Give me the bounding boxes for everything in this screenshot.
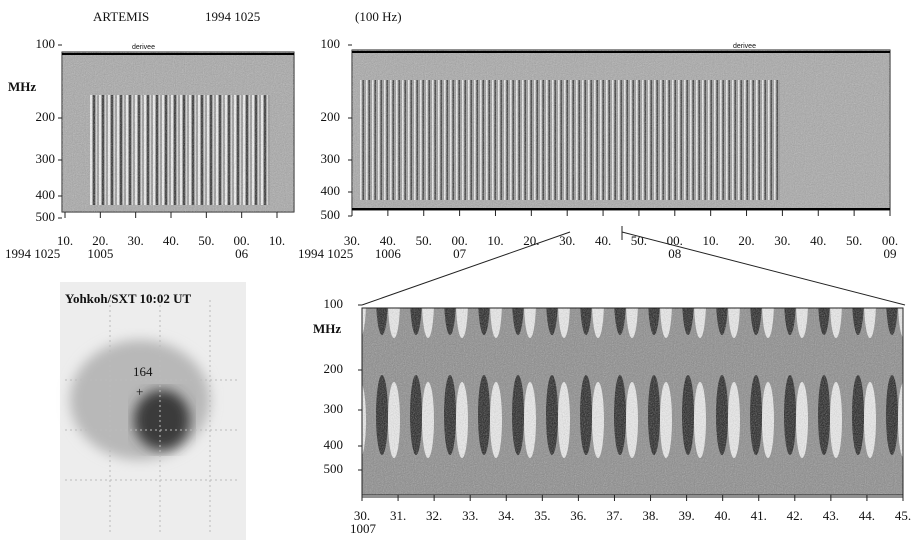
x-tick-label: 33.	[462, 508, 478, 523]
y-tick-label: 400	[321, 183, 341, 198]
x-tick-label: 50.	[846, 233, 862, 248]
x-tick-label: 40.	[163, 233, 179, 248]
spectrogram-frame	[361, 307, 904, 496]
x-tick-label: 38.	[642, 508, 658, 523]
x-tick-label: 34.	[498, 508, 514, 523]
x-tick-label: 36.	[570, 508, 586, 523]
y-tick-label: 200	[321, 109, 341, 124]
x-tick-label: 30.	[774, 233, 790, 248]
x-tick-label: 32.	[426, 508, 442, 523]
x-tick-label: 20.	[738, 233, 754, 248]
y-tick-label: 500	[321, 207, 341, 222]
x-sub-label: 08	[668, 246, 681, 261]
y-tick-label: 100	[324, 296, 344, 311]
y-tick-label: 300	[324, 401, 344, 416]
y-unit: MHz	[313, 321, 341, 336]
marker: +	[136, 384, 143, 399]
x-tick-label: 44.	[859, 508, 875, 523]
x-tick-label: 31.	[390, 508, 406, 523]
x-tick-label: 10.	[269, 233, 285, 248]
xray-glow	[70, 340, 210, 460]
y-tick-label: 500	[324, 461, 344, 476]
x-tick-label: 10.	[57, 233, 73, 248]
x-tick-label: 45.	[895, 508, 911, 523]
x-tick-label: 40.	[595, 233, 611, 248]
spectrogram-noise	[352, 50, 890, 210]
x-tick-label: 35.	[534, 508, 550, 523]
xray-core	[134, 390, 190, 450]
x-tick-label: 20.	[523, 233, 539, 248]
zoom-line	[361, 231, 571, 306]
y-tick-label: 400	[36, 187, 56, 202]
x-tick-label: 39.	[678, 508, 694, 523]
x-sub-label: 1005	[87, 246, 113, 261]
x-tick-label: 30.	[344, 233, 360, 248]
date-label: 1994 1025	[298, 246, 353, 261]
instrument: ARTEMIS	[93, 9, 149, 24]
x-sub-label: 06	[235, 246, 249, 261]
x-tick-label: 00.	[882, 233, 898, 248]
x-sub-label: 07	[453, 246, 467, 261]
y-tick-label: 400	[324, 437, 344, 452]
zoom-line	[621, 231, 906, 306]
x-tick-label: 00.	[451, 233, 467, 248]
y-unit: MHz	[8, 79, 36, 94]
x-tick-label: 00.	[234, 233, 250, 248]
x-sub-label: 1006	[375, 246, 402, 261]
date-label: 1994 1025	[5, 246, 60, 261]
x-tick-label: 37.	[606, 508, 622, 523]
image-title: Yohkoh/SXT 10:02 UT	[65, 291, 192, 306]
y-tick-label: 300	[321, 151, 341, 166]
x-tick-label: 41.	[751, 508, 767, 523]
heliographic-grid	[65, 300, 240, 535]
x-tick-label: 30.	[559, 233, 575, 248]
x-tick-label: 10.	[487, 233, 503, 248]
spectrogram-noise	[62, 52, 294, 212]
x-tick-label: 00.	[667, 233, 683, 248]
y-tick-label: 100	[321, 36, 341, 51]
sampling-rate: (100 Hz)	[355, 9, 402, 24]
x-tick-label: 30.	[354, 508, 370, 523]
x-tick-label: 40.	[380, 233, 396, 248]
x-tick-label: 42.	[787, 508, 803, 523]
x-sub-label: 09	[884, 246, 897, 261]
derivee-label: derivee	[132, 44, 155, 51]
y-tick-label: 300	[36, 151, 56, 166]
date: 1994 1025	[205, 9, 260, 24]
marker-label: 164	[133, 364, 153, 379]
x-tick-label: 50.	[416, 233, 432, 248]
x-tick-label: 50.	[198, 233, 214, 248]
x-tick-label: 30.	[128, 233, 144, 248]
x-tick-label: 40.	[810, 233, 826, 248]
y-tick-label: 500	[36, 209, 56, 224]
derivee-label: derivee	[733, 43, 756, 50]
y-tick-label: 100	[36, 36, 56, 51]
y-tick-label: 200	[36, 109, 56, 124]
spectrogram-noise	[362, 308, 903, 495]
x-tick-label: 50.	[631, 233, 647, 248]
x-tick-label: 20.	[92, 233, 108, 248]
x-tick-label: 43.	[823, 508, 839, 523]
x-tick-label: 10.	[703, 233, 719, 248]
x-tick-label: 40.	[715, 508, 731, 523]
x-sub-label: 1007	[350, 521, 377, 536]
y-tick-label: 200	[324, 361, 344, 376]
